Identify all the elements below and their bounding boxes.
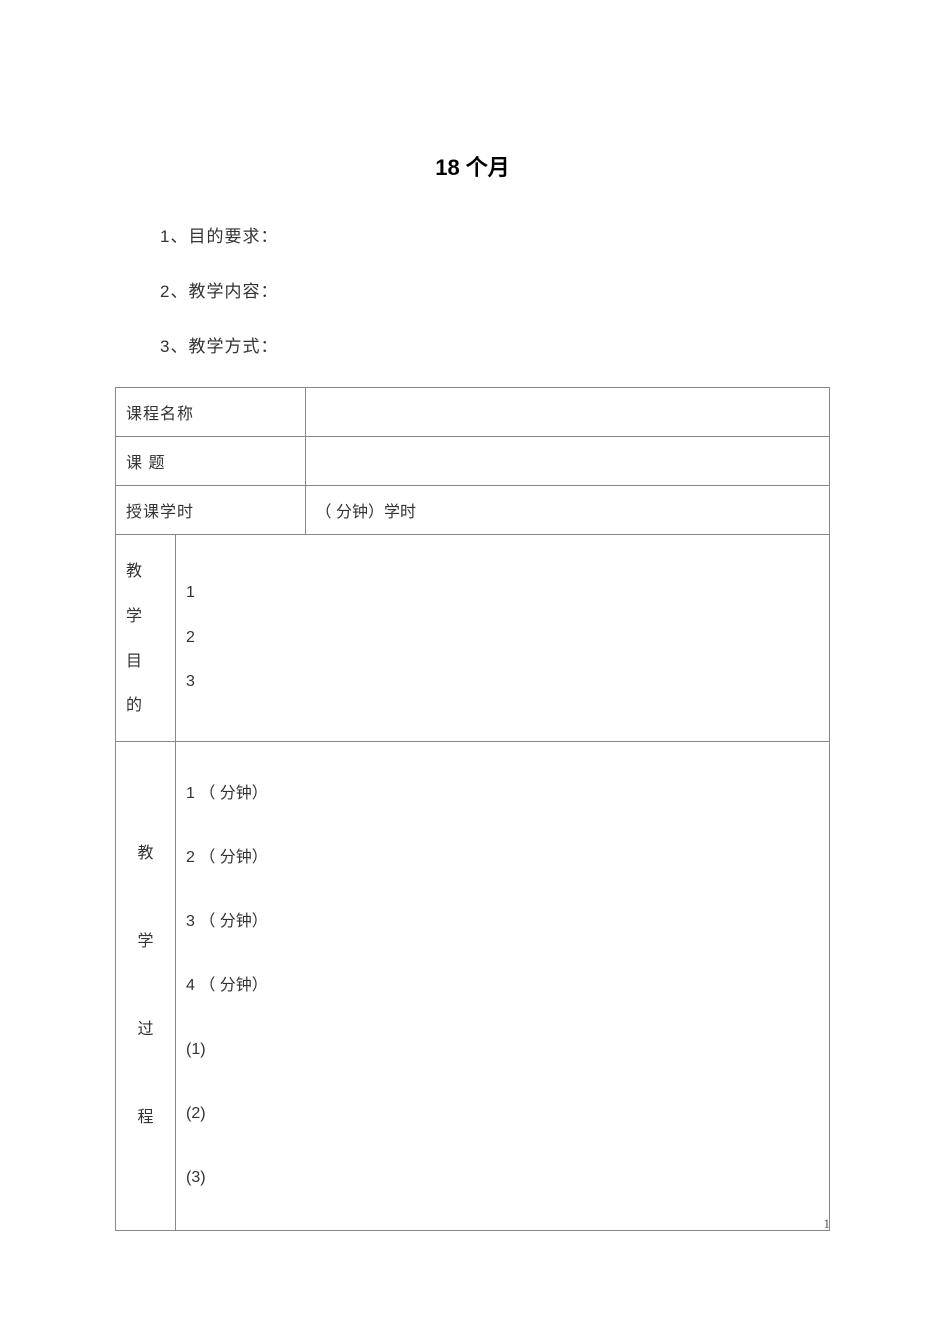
process-line-7: (3) — [186, 1146, 819, 1210]
hours-label: 授课学时 — [116, 486, 306, 535]
process-label-char-4: 程 — [137, 1109, 153, 1126]
course-name-value — [305, 388, 829, 437]
table-row: 授课学时 （ 分钟）学时 — [116, 486, 830, 535]
lesson-plan-table: 课程名称 课 题 授课学时 （ 分钟）学时 教 学目 的 1 2 3 教 学 过… — [115, 387, 830, 1231]
topic-label: 课 题 — [116, 437, 306, 486]
course-name-label: 课程名称 — [116, 388, 306, 437]
process-line-1: 1 （ 分钟） — [186, 762, 819, 826]
purpose-cell: 1 2 3 — [176, 535, 830, 742]
purpose-line-3: 3 — [186, 673, 195, 690]
table-row: 教 学目 的 1 2 3 — [116, 535, 830, 742]
process-label-char-2: 学 — [137, 933, 153, 950]
intro-item-1: 1、目的要求： — [160, 222, 830, 247]
process-line-3: 3 （ 分钟） — [186, 890, 819, 954]
process-line-5: (1) — [186, 1018, 819, 1082]
intro-item-2: 2、教学内容： — [160, 277, 830, 302]
intro-list: 1、目的要求： 2、教学内容： 3、教学方式： — [160, 222, 830, 357]
process-line-2: 2 （ 分钟） — [186, 826, 819, 890]
table-row: 课 题 — [116, 437, 830, 486]
page-title: 18 个月 — [115, 150, 830, 182]
process-label-char-3: 过 — [137, 1021, 153, 1038]
process-label: 教 学 过 程 — [116, 742, 176, 1231]
purpose-label: 教 学目 的 — [116, 535, 176, 742]
purpose-line-1: 1 — [186, 584, 195, 601]
process-label-char-1: 教 — [137, 845, 153, 862]
process-cell: 1 （ 分钟） 2 （ 分钟） 3 （ 分钟） 4 （ 分钟） (1) (2) … — [176, 742, 830, 1231]
table-row: 课程名称 — [116, 388, 830, 437]
page-number: 1 — [824, 1216, 831, 1232]
hours-value: （ 分钟）学时 — [305, 486, 829, 535]
process-line-4: 4 （ 分钟） — [186, 954, 819, 1018]
intro-item-3: 3、教学方式： — [160, 332, 830, 357]
purpose-line-2: 2 — [186, 629, 195, 646]
process-line-6: (2) — [186, 1082, 819, 1146]
table-row: 教 学 过 程 1 （ 分钟） 2 （ 分钟） 3 （ 分钟） 4 （ 分钟） … — [116, 742, 830, 1231]
page-container: 18 个月 1、目的要求： 2、教学内容： 3、教学方式： 课程名称 课 题 授… — [0, 0, 945, 1231]
topic-value — [305, 437, 829, 486]
